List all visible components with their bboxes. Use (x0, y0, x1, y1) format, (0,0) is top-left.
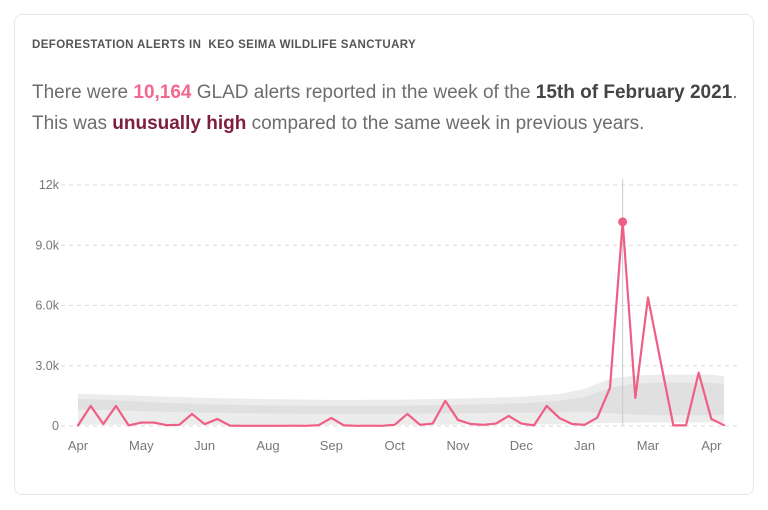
glad-alerts-line (76, 220, 726, 427)
alerts-line-chart[interactable]: 12k 9.0k 6.0k 3.0k 0 Apr May Jun Aug Sep Oct Nov Dec… (15, 165, 755, 490)
summary-sentence: There were 10,164 GLAD alerts reported i… (32, 77, 738, 139)
x-axis-label-nov: Nov (446, 438, 470, 453)
x-axis-label-oct: Oct (385, 438, 406, 453)
alerts-widget-card: DEFORESTATION ALERTS IN KEO SEIMA WILDLIF… (14, 14, 754, 495)
y-axis-label-6.0k: 6.0k (35, 299, 59, 313)
y-axis-label-12k: 12k (39, 178, 60, 192)
x-axis-label-jun: Jun (194, 438, 215, 453)
x-axis-label-jan: Jan (574, 438, 595, 453)
sentence-part2: GLAD alerts reported in the week of the (191, 82, 536, 103)
historical-range-band-inner (78, 382, 724, 416)
sentence-part4: compared to the same week in previous ye… (246, 113, 645, 134)
x-axis-label-may: May (129, 438, 154, 453)
x-axis-label-apr: Apr (701, 438, 722, 453)
x-axis-label-dec: Dec (510, 438, 534, 453)
alert-count-value: 10,164 (133, 82, 192, 103)
widget-title: DEFORESTATION ALERTS IN KEO SEIMA WILDLIF… (32, 39, 736, 51)
alert-week-date: 15th of February 2021 (535, 82, 733, 103)
x-axis-label-aug: Aug (256, 438, 279, 453)
widget-title-location: KEO SEIMA WILDLIFE SANCTUARY (208, 39, 417, 51)
x-axis-label-apr: Apr (68, 438, 89, 453)
y-axis-label-0: 0 (52, 419, 59, 433)
x-axis-label-sep: Sep (320, 438, 343, 453)
sentence-part3: . This was (32, 82, 738, 134)
chart-canvas[interactable]: 12k 9.0k 6.0k 3.0k 0 Apr May Jun Aug Sep Oct Nov Dec… (15, 165, 755, 490)
x-axis-label-mar: Mar (637, 438, 660, 453)
widget-title-prefix: DEFORESTATION ALERTS IN (32, 39, 202, 51)
y-axis-label-9.0k: 9.0k (35, 238, 59, 252)
alert-status-emphasis: unusually high (112, 113, 247, 134)
sentence-part1: There were (32, 82, 134, 103)
y-axis-label-3.0k: 3.0k (35, 359, 59, 373)
highlighted-week-dot[interactable] (618, 217, 628, 227)
